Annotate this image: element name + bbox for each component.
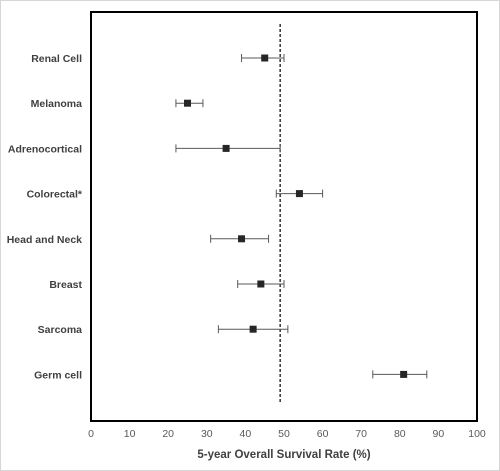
forest-row: Breast	[49, 279, 285, 291]
category-label: Sarcoma	[38, 324, 83, 336]
estimate-marker	[238, 235, 246, 243]
x-axis-ticks: 0 10 20 30 40 50 60 70 80 90 100	[88, 428, 486, 440]
x-axis-title: 5-year Overall Survival Rate (%)	[197, 449, 370, 461]
plot-area-frame	[90, 11, 478, 422]
x-tick-label: 40	[240, 428, 252, 440]
category-label: Germ cell	[34, 369, 82, 381]
forest-row: Germ cell	[34, 369, 428, 381]
x-tick-label: 30	[201, 428, 213, 440]
estimate-marker	[261, 54, 269, 62]
x-tick-label: 20	[162, 428, 174, 440]
forest-row: Renal Cell	[31, 53, 285, 65]
category-label: Colorectal*	[27, 189, 83, 201]
category-label: Renal Cell	[31, 53, 82, 65]
category-label: Breast	[49, 279, 82, 291]
estimate-marker	[249, 325, 257, 333]
forest-row: Sarcoma	[38, 324, 289, 336]
forest-rows: Renal Cell Melanoma Adrenocortical Colorect…	[7, 53, 428, 381]
category-label: Melanoma	[31, 98, 83, 110]
forest-row: Colorectal*	[27, 189, 324, 201]
estimate-marker	[257, 280, 265, 288]
x-tick-label: 80	[394, 428, 406, 440]
forest-row: Head and Neck	[7, 234, 270, 246]
forest-row: Melanoma	[31, 98, 204, 110]
x-tick-label: 50	[278, 428, 290, 440]
estimate-marker	[222, 144, 230, 152]
x-tick-label: 70	[355, 428, 367, 440]
forest-row: Adrenocortical	[8, 143, 281, 155]
x-tick-label: 90	[433, 428, 445, 440]
x-tick-label: 10	[124, 428, 136, 440]
x-tick-label: 60	[317, 428, 329, 440]
estimate-marker	[295, 190, 303, 198]
estimate-marker	[400, 370, 408, 378]
category-label: Adrenocortical	[8, 143, 82, 155]
estimate-marker	[184, 99, 191, 107]
category-label: Head and Neck	[7, 234, 82, 246]
x-tick-label: 0	[88, 428, 94, 440]
x-tick-label: 100	[468, 428, 486, 440]
